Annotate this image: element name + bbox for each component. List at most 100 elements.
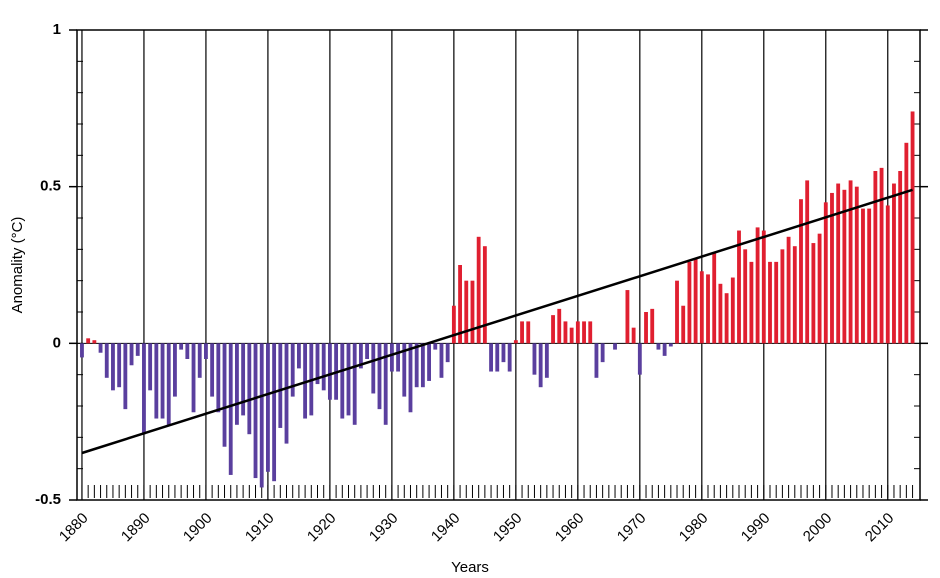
bar	[433, 343, 438, 350]
bar	[247, 343, 252, 435]
bar	[253, 343, 258, 479]
bar	[582, 321, 586, 344]
trend-line	[81, 188, 913, 455]
bar	[786, 236, 791, 344]
bar	[482, 246, 487, 344]
bar	[290, 343, 295, 397]
bar	[191, 343, 196, 413]
bar	[204, 343, 208, 359]
bar	[414, 343, 419, 388]
bar	[712, 252, 717, 344]
bar	[160, 343, 165, 419]
bar	[427, 343, 431, 381]
bar	[588, 321, 593, 344]
y-tick-label: -0.5	[35, 491, 61, 508]
bar	[241, 343, 246, 416]
bar	[613, 343, 617, 350]
bar	[706, 274, 710, 344]
bar	[315, 343, 320, 385]
bar	[358, 343, 363, 369]
bar	[173, 343, 177, 397]
bar	[668, 343, 673, 347]
bar	[86, 338, 91, 344]
bar	[513, 340, 518, 344]
bar	[730, 277, 735, 344]
bar	[148, 343, 153, 391]
bar	[501, 343, 506, 363]
bar	[879, 167, 884, 344]
x-tick-label: 1960	[552, 510, 588, 546]
bar	[265, 343, 270, 472]
bar	[799, 199, 803, 344]
bar	[98, 343, 103, 353]
bar	[693, 258, 698, 344]
bar	[594, 343, 599, 378]
bar	[718, 283, 723, 344]
bar	[910, 111, 915, 344]
y-tick-label: 0.5	[40, 178, 61, 195]
bar	[507, 343, 512, 372]
bar	[631, 327, 636, 344]
bar	[216, 343, 221, 413]
bar	[303, 343, 308, 419]
bar	[327, 343, 332, 400]
bar	[142, 343, 146, 435]
bar	[526, 321, 531, 344]
bar	[197, 343, 202, 378]
bar	[420, 343, 425, 388]
bar	[210, 343, 215, 397]
x-tick-label: 1950	[490, 510, 526, 546]
bar	[284, 343, 289, 444]
bar	[811, 243, 816, 344]
bar	[575, 321, 580, 344]
bar	[520, 321, 524, 344]
bar	[451, 305, 456, 344]
bar	[228, 343, 233, 475]
bar	[383, 343, 388, 425]
bar	[650, 308, 655, 344]
bar	[396, 343, 401, 372]
x-tick-label: 1980	[676, 510, 712, 546]
bar	[805, 180, 810, 344]
bar	[842, 189, 847, 344]
bar	[408, 343, 413, 413]
bar	[656, 343, 661, 350]
x-axis-label: Years	[451, 559, 489, 576]
bar	[637, 343, 642, 375]
bar	[377, 343, 382, 410]
bar	[743, 249, 748, 344]
bar	[625, 290, 630, 344]
y-tick-label: 1	[53, 21, 61, 38]
bar	[123, 343, 128, 410]
bar	[166, 343, 171, 425]
bar	[92, 340, 97, 344]
bar	[817, 233, 822, 344]
x-tick-label: 1940	[428, 510, 464, 546]
bar	[389, 343, 394, 372]
bar	[737, 230, 741, 344]
y-axis-label: Anomality (°C)	[9, 217, 26, 314]
bar	[904, 142, 909, 344]
x-tick-label: 1990	[738, 510, 774, 546]
bar	[439, 343, 444, 378]
bar	[644, 312, 648, 344]
bar	[321, 343, 326, 391]
bar	[111, 343, 115, 391]
bar	[371, 343, 376, 394]
bar	[179, 343, 184, 350]
bar	[352, 343, 357, 425]
bar	[235, 343, 239, 425]
x-tick-label: 1910	[242, 510, 278, 546]
bar	[346, 343, 351, 416]
bar	[898, 171, 903, 344]
bar	[873, 171, 878, 344]
bar	[823, 202, 828, 344]
bar	[154, 343, 159, 419]
bar	[259, 343, 264, 488]
x-tick-label: 1880	[56, 510, 92, 546]
bar	[272, 343, 277, 482]
bar	[861, 208, 865, 344]
bar	[278, 343, 283, 428]
x-tick-label: 1970	[614, 510, 650, 546]
